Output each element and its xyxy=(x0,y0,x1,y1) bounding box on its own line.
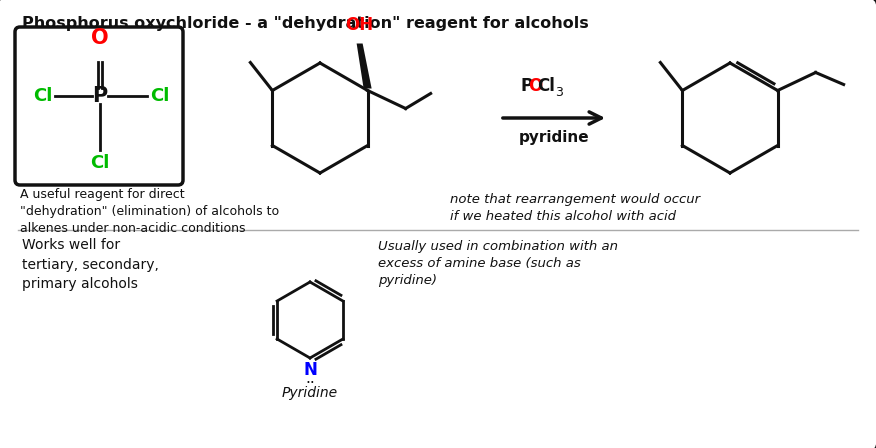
Text: N: N xyxy=(303,361,317,379)
Text: Pyridine: Pyridine xyxy=(282,386,338,400)
Text: Cl: Cl xyxy=(90,154,110,172)
FancyBboxPatch shape xyxy=(15,27,183,185)
Text: Cl: Cl xyxy=(537,77,555,95)
Text: Usually used in combination with an
excess of amine base (such as
pyridine): Usually used in combination with an exce… xyxy=(378,240,618,287)
Text: Cl: Cl xyxy=(150,87,169,105)
Text: Works well for
tertiary, secondary,
primary alcohols: Works well for tertiary, secondary, prim… xyxy=(22,238,159,291)
Text: O: O xyxy=(528,77,542,95)
Text: P: P xyxy=(520,77,532,95)
Text: Cl: Cl xyxy=(32,87,52,105)
Text: A useful reagent for direct
"dehydration" (elimination) of alcohols to
alkenes u: A useful reagent for direct "dehydration… xyxy=(20,188,279,235)
Text: ··: ·· xyxy=(305,376,314,391)
Text: OH: OH xyxy=(345,16,374,34)
Text: pyridine: pyridine xyxy=(519,130,590,145)
Text: 3: 3 xyxy=(555,86,563,99)
Text: Phosphorus oxychloride - a "dehydration" reagent for alcohols: Phosphorus oxychloride - a "dehydration"… xyxy=(22,16,589,31)
Text: O: O xyxy=(91,28,109,48)
Polygon shape xyxy=(357,43,371,89)
Text: P: P xyxy=(92,86,108,106)
Text: note that rearrangement would occur
if we heated this alcohol with acid: note that rearrangement would occur if w… xyxy=(450,193,700,223)
